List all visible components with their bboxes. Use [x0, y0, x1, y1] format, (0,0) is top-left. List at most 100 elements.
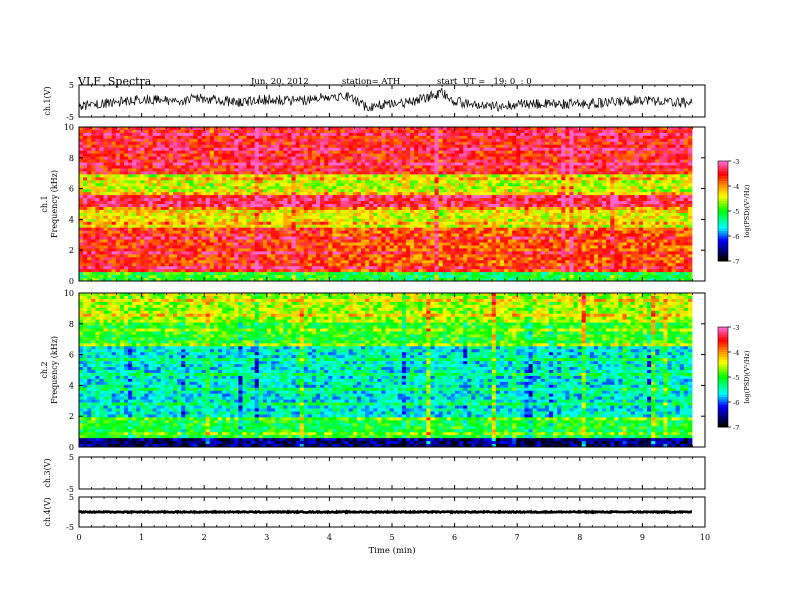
- spectrogram-cell: [389, 171, 395, 175]
- spectrogram-cell: [209, 165, 215, 169]
- spectrogram-cell: [651, 165, 656, 169]
- spectrogram-cell: [479, 186, 484, 190]
- spectrogram-cell: [651, 215, 656, 220]
- spectrogram-cell: [193, 162, 198, 166]
- spectrogram-cell: [348, 127, 354, 131]
- spectrogram-cell: [172, 192, 178, 196]
- spectrogram-cell: [536, 215, 542, 220]
- spectrogram-cell: [659, 129, 664, 134]
- spectrogram-cell: [185, 138, 190, 143]
- spectrogram-cell: [91, 147, 96, 152]
- spectrogram-cell: [520, 144, 525, 149]
- spectrogram-cell: [655, 147, 660, 152]
- spectrogram-cell: [499, 198, 505, 202]
- spectrogram-cell: [95, 212, 100, 217]
- spectrogram-cell: [414, 168, 419, 172]
- spectrogram-cell: [459, 144, 464, 149]
- spectrogram-cell: [642, 165, 648, 169]
- spectrogram-cell: [295, 195, 301, 199]
- spectrogram-cell: [483, 218, 489, 223]
- spectrogram-cell: [512, 153, 517, 158]
- spectrogram-cell: [369, 183, 374, 187]
- spectrogram-cell: [450, 150, 456, 155]
- spectrogram-cell: [217, 177, 223, 181]
- spectrogram-cell: [524, 183, 529, 187]
- spectrogram-cell: [201, 171, 207, 175]
- spectrogram-cell: [381, 186, 386, 190]
- spectrogram-cell: [136, 156, 141, 160]
- spectrogram-cell: [238, 171, 243, 175]
- spectrogram-cell: [352, 141, 358, 146]
- spectrogram-cell: [356, 183, 362, 187]
- spectrogram-cell: [679, 180, 685, 184]
- spectrogram-cell: [659, 183, 664, 187]
- spectrogram-cell: [483, 150, 489, 155]
- spectrogram-cell: [201, 180, 207, 184]
- spectrogram-cell: [610, 141, 615, 146]
- spectrogram-cell: [450, 165, 456, 169]
- spectrogram-cell: [144, 159, 149, 163]
- spectrogram-cell: [128, 209, 133, 214]
- spectrogram-cell: [123, 212, 129, 217]
- spectrogram-cell: [565, 150, 570, 155]
- spectrogram-cell: [499, 168, 505, 172]
- spectrogram-cell: [369, 168, 374, 172]
- spectrogram-cell: [618, 144, 623, 149]
- spectrogram-cell: [430, 198, 435, 202]
- spectrogram-cell: [107, 201, 113, 205]
- spectrogram-cell: [324, 132, 329, 137]
- spectrogram-cell: [397, 127, 403, 131]
- spectrogram-cell: [164, 183, 170, 187]
- spectrogram-cell: [377, 215, 382, 220]
- spectrogram-cell: [393, 129, 399, 134]
- spectrogram-cell: [381, 195, 386, 199]
- spectrogram-cell: [311, 144, 317, 149]
- spectrogram-cell: [246, 180, 252, 184]
- spectrogram-cell: [336, 215, 341, 220]
- spectrogram-cell: [316, 192, 321, 196]
- spectrogram-cell: [638, 198, 644, 202]
- spectrogram-cell: [340, 206, 346, 211]
- spectrogram-cell: [164, 168, 170, 172]
- spectrogram-cell: [132, 156, 137, 160]
- spectrogram-cell: [512, 150, 517, 155]
- spectrogram-cell: [610, 162, 615, 166]
- spectrogram-cell: [483, 165, 489, 169]
- spectrogram-cell: [655, 177, 660, 181]
- spectrogram-cell: [234, 144, 239, 149]
- spectrogram-cell: [177, 204, 182, 208]
- spectrogram-cell: [414, 177, 419, 181]
- spectrogram-cell: [548, 174, 554, 178]
- spectrogram-cell: [516, 138, 521, 143]
- spectrogram-cell: [683, 218, 689, 223]
- spectrogram-cell: [373, 129, 378, 134]
- spectrogram-cell: [328, 144, 333, 149]
- spectrogram-cell: [287, 209, 292, 214]
- spectrogram-cell: [671, 129, 677, 134]
- spectrogram-cell: [397, 138, 403, 143]
- spectrogram-cell: [234, 162, 239, 166]
- spectrogram-cell: [377, 180, 382, 184]
- spectrogram-cell: [320, 206, 325, 211]
- spectrogram-cell: [254, 150, 260, 155]
- spectrogram-cell: [336, 150, 341, 155]
- spectrogram-cell: [430, 132, 435, 137]
- spectrogram-cell: [569, 171, 574, 175]
- spectrogram-cell: [344, 177, 350, 181]
- spectrogram-cell: [160, 162, 166, 166]
- spectrogram-cell: [610, 127, 615, 131]
- spectrogram-cell: [320, 153, 325, 158]
- spectrogram-cell: [79, 132, 84, 137]
- spectrogram-cell: [569, 186, 574, 190]
- spectrogram-cell: [213, 186, 219, 190]
- spectrogram-cell: [99, 212, 104, 217]
- spectrogram-cell: [99, 174, 104, 178]
- spectrogram-cell: [410, 150, 415, 155]
- spectrogram-cell: [172, 165, 178, 169]
- spectrogram-cell: [602, 177, 607, 181]
- spectrogram-cell: [410, 129, 415, 134]
- spectrogram-cell: [83, 159, 88, 163]
- spectrogram-cell: [508, 206, 513, 211]
- spectrogram-cell: [381, 192, 386, 196]
- spectrogram-cell: [385, 180, 390, 184]
